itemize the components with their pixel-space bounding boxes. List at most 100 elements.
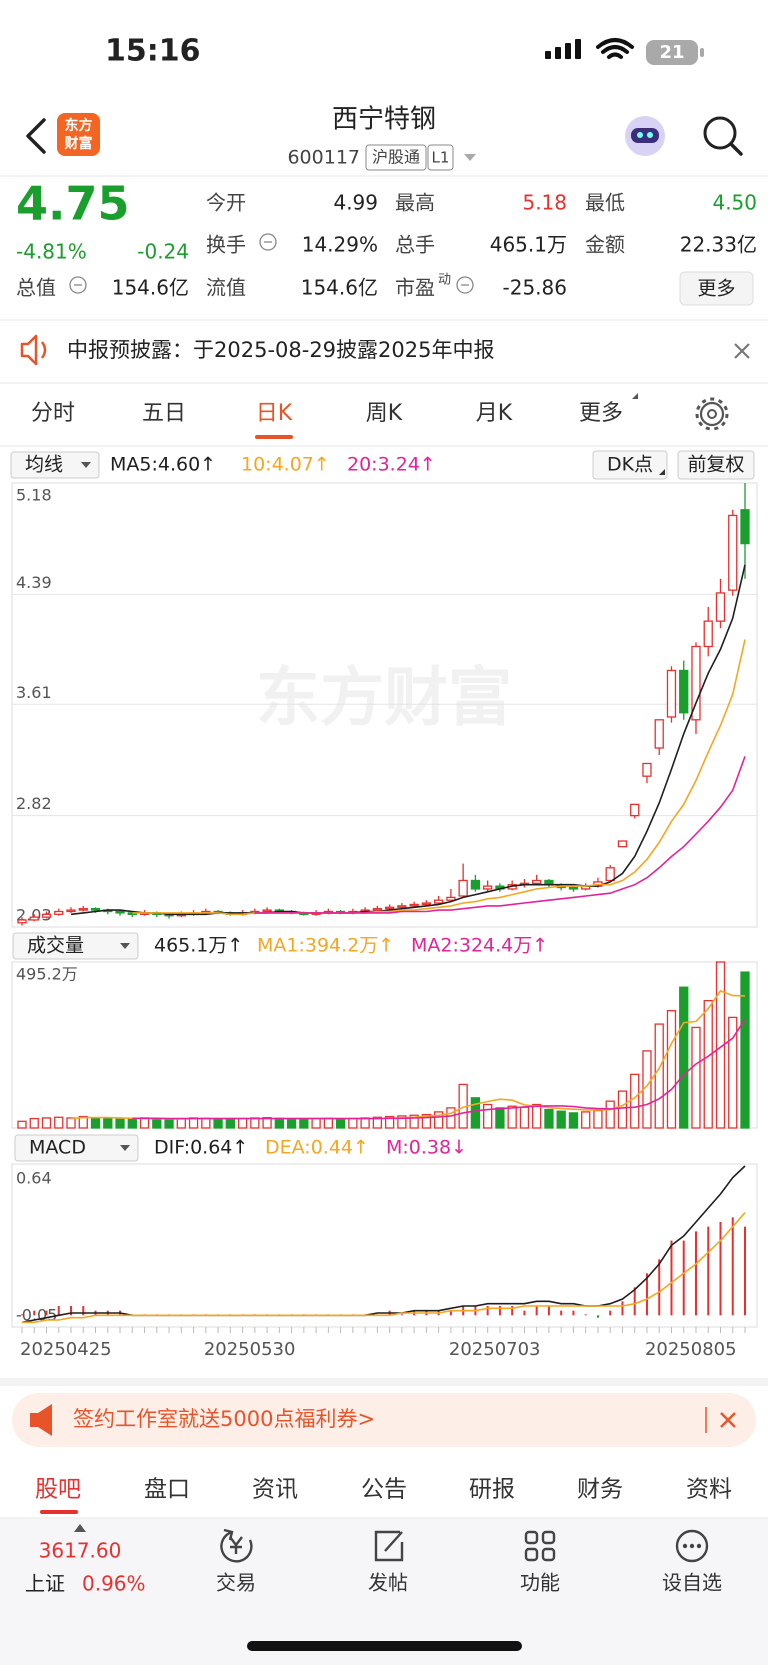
watermark: 东方财富 — [256, 662, 512, 736]
dropdown-arrow[interactable] — [464, 154, 476, 161]
badge-box — [365, 144, 427, 171]
volume-bar — [286, 1118, 297, 1129]
volume-bar — [544, 1108, 554, 1129]
content-tab[interactable]: 盘口 — [144, 1477, 190, 1503]
indicator-selector-label[interactable]: MACD — [29, 1137, 86, 1159]
more-dots — [682, 1543, 702, 1549]
search-button[interactable] — [703, 116, 743, 156]
legend-item: MA5:4.60↑ — [110, 454, 216, 476]
volume-bar — [666, 1010, 677, 1129]
candle-body — [532, 879, 542, 884]
content-tab[interactable]: 股吧 — [35, 1477, 81, 1503]
legend-item: 10:4.07↑ — [241, 454, 330, 476]
dk-arrow — [659, 469, 665, 475]
indicator-selector-label[interactable]: 成交量 — [27, 935, 84, 957]
chart-button-label[interactable]: 前复权 — [687, 454, 744, 476]
stat-label: 市盈 — [395, 276, 435, 300]
battery-level: 21 — [659, 42, 684, 63]
volume-bar — [348, 1117, 358, 1129]
candle-body — [703, 620, 713, 648]
footer-item[interactable]: 设自选 — [662, 1571, 722, 1595]
volume-bar — [397, 1115, 407, 1129]
stat-value: -25.86 — [503, 276, 567, 300]
index-change[interactable]: 0.96% — [82, 1572, 146, 1596]
footer-item[interactable]: 发帖 — [368, 1571, 408, 1595]
badge: 沪股通 — [372, 148, 420, 167]
candle-body — [115, 910, 125, 914]
volume-bar — [41, 1117, 52, 1129]
logo-text: 财富 — [64, 135, 93, 152]
period-tab[interactable]: 五日 — [142, 401, 186, 426]
ma-line — [70, 564, 746, 916]
volume-bar — [213, 1118, 223, 1129]
indicator-selector[interactable] — [14, 1134, 139, 1162]
info-icon — [259, 233, 277, 251]
promo-banner[interactable] — [12, 1393, 756, 1447]
period-tab[interactable]: 月K — [476, 401, 513, 426]
period-tab[interactable]: 更多 — [579, 401, 623, 426]
footer-item[interactable]: 交易 — [216, 1571, 256, 1595]
period-tab[interactable]: 周K — [366, 401, 403, 426]
content-tab[interactable]: 研报 — [469, 1477, 515, 1503]
indicator-selector[interactable] — [12, 932, 139, 960]
promo-text[interactable]: 签约工作室就送5000点福利券> — [73, 1407, 375, 1431]
back-button[interactable] — [26, 118, 46, 154]
volume-bar — [335, 1118, 346, 1129]
stat-value: 154.6亿 — [112, 276, 189, 300]
indicator-selector-label[interactable]: 均线 — [25, 454, 63, 476]
index-value[interactable]: 3617.60 — [39, 1539, 122, 1563]
notice-text[interactable]: 中报预披露：于2025-08-29披露2025年中报 — [67, 338, 494, 362]
candle-body — [446, 896, 456, 901]
volume-bar — [605, 1100, 615, 1129]
content-tab[interactable]: 公告 — [361, 1477, 407, 1503]
volume-bar — [495, 1107, 505, 1129]
volume-bar — [519, 1106, 530, 1129]
stock-name: 西宁特钢 — [332, 105, 436, 135]
close-banner[interactable] — [720, 1412, 736, 1428]
y-tick-label: 3.61 — [16, 683, 52, 702]
footer — [0, 1519, 768, 1665]
assistant-icon[interactable] — [625, 116, 665, 156]
volume-bar — [556, 1110, 566, 1129]
candle-body — [29, 916, 39, 921]
volume-bar — [421, 1113, 432, 1129]
volume-label: 465.1万↑ — [154, 935, 243, 957]
chart-button-label[interactable]: DK点 — [607, 454, 653, 476]
battery-tip — [700, 48, 704, 57]
more-label[interactable]: 更多 — [697, 278, 735, 300]
content-tab[interactable]: 资料 — [686, 1477, 732, 1503]
stat-label-sup: 动 — [438, 273, 451, 288]
candle-body — [470, 879, 481, 890]
legend-item: DEA:0.44↑ — [265, 1137, 369, 1159]
volume-bar — [691, 1026, 701, 1129]
period-tab[interactable]: 分时 — [31, 401, 75, 426]
chart-button[interactable] — [677, 450, 755, 480]
stat-value: 14.29% — [302, 233, 378, 257]
chart-button[interactable] — [592, 450, 668, 480]
footer-item[interactable]: 功能 — [520, 1571, 560, 1595]
volume-bar — [372, 1116, 383, 1129]
indicator-selector[interactable] — [10, 451, 100, 479]
y-tick-label: 5.18 — [16, 486, 52, 505]
content-tab[interactable]: 财务 — [577, 1477, 623, 1503]
index-name[interactable]: 上证 — [25, 1572, 65, 1596]
settings-button[interactable] — [695, 397, 729, 431]
candle-body — [397, 905, 407, 908]
period-tab[interactable]: 日K — [256, 401, 293, 426]
volume-bar — [164, 1118, 174, 1129]
content-tab[interactable]: 资讯 — [252, 1477, 298, 1503]
candle-body — [372, 908, 383, 911]
volume-bar — [225, 1118, 235, 1129]
more-button[interactable] — [679, 271, 754, 306]
candle-body — [17, 919, 27, 924]
volume-bar — [409, 1114, 419, 1129]
last-price: 4.75 — [16, 177, 130, 231]
candle-body — [715, 592, 726, 622]
volume-ma-line — [132, 1018, 746, 1120]
macd-panel — [11, 1163, 758, 1328]
candle-body — [617, 840, 628, 848]
volume-bar — [127, 1117, 137, 1129]
close-notice[interactable] — [734, 343, 750, 359]
